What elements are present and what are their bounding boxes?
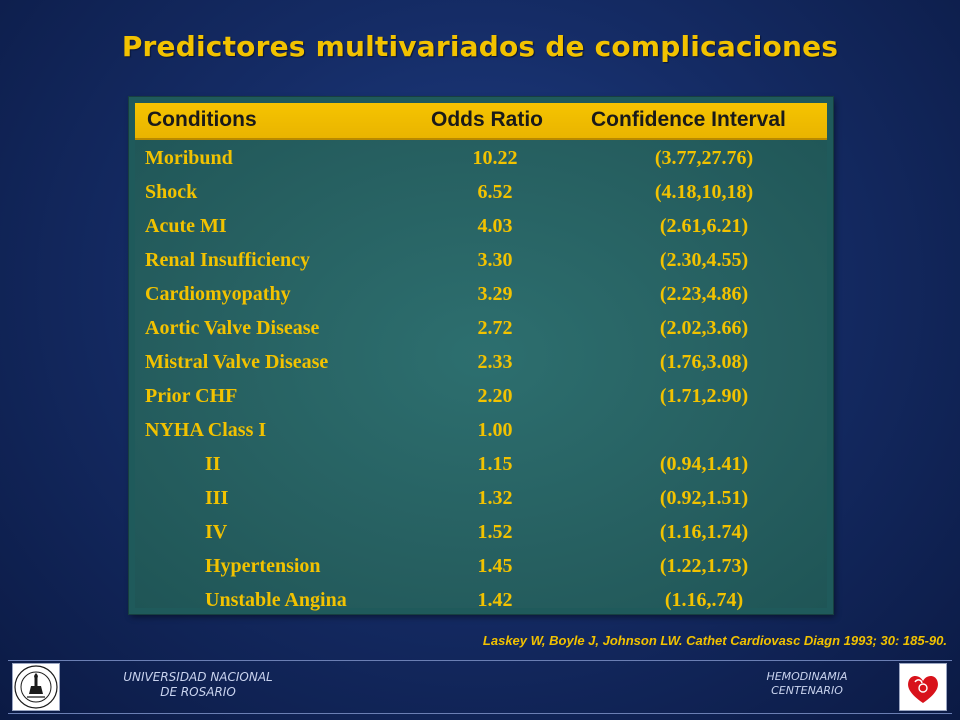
condition-cell: Hypertension <box>205 555 321 577</box>
table-row: NYHA Class I 1.00 <box>135 415 827 449</box>
table-row: Shock 6.52 (4.18,10,18) <box>135 177 827 211</box>
table-row: III 1.32 (0.92,1.51) <box>135 483 827 517</box>
odds-cell: 1.45 <box>477 555 513 577</box>
condition-cell: Prior CHF <box>145 385 238 407</box>
footer-bar: UNIVERSIDAD NACIONAL DE ROSARIO HEMODINA… <box>8 660 952 714</box>
header-conditions: Conditions <box>147 108 257 131</box>
condition-cell: IV <box>205 521 228 543</box>
condition-cell: Cardiomyopathy <box>145 283 291 305</box>
condition-cell: III <box>205 487 229 509</box>
ci-cell: (0.94,1.41) <box>659 453 749 475</box>
ci-cell: (1.16,1.74) <box>659 521 749 543</box>
ci-cell: (2.02,3.66) <box>659 317 749 339</box>
hemodinamia-name-line2: CENTENARIO <box>771 684 843 697</box>
condition-cell: Mistral Valve Disease <box>145 351 329 373</box>
table-row: Aortic Valve Disease 2.72 (2.02,3.66) <box>135 313 827 347</box>
table-row: Hypertension 1.45 (1.22,1.73) <box>135 551 827 585</box>
odds-cell: 6.52 <box>477 181 513 203</box>
odds-cell: 1.00 <box>477 419 513 441</box>
hemodinamia-name-line1: HEMODINAMIA <box>766 670 848 683</box>
odds-cell: 3.30 <box>477 249 513 271</box>
heart-logo-icon <box>899 663 947 711</box>
table-row: Prior CHF 2.20 (1.71,2.90) <box>135 381 827 415</box>
hemodinamia-name: HEMODINAMIA CENTENARIO <box>732 670 882 698</box>
condition-cell: Acute MI <box>145 215 227 237</box>
university-seal-icon <box>12 663 60 711</box>
odds-cell: 2.20 <box>477 385 513 407</box>
slide-title: Predictores multivariados de complicacio… <box>121 30 839 63</box>
odds-cell: 4.03 <box>477 215 513 237</box>
condition-cell: Shock <box>145 181 198 203</box>
condition-cell: Unstable Angina <box>205 589 347 611</box>
odds-ratio-table: Conditions Odds Ratio Confidence Interva… <box>129 97 833 614</box>
university-name-line2: DE ROSARIO <box>160 685 236 699</box>
ci-cell: (2.61,6.21) <box>659 215 749 237</box>
university-name: UNIVERSIDAD NACIONAL DE ROSARIO <box>108 670 288 700</box>
table-row: Acute MI 4.03 (2.61,6.21) <box>135 211 827 245</box>
condition-cell: II <box>205 453 221 475</box>
ci-cell: (3.77,27.76) <box>654 147 754 169</box>
table-header: Conditions Odds Ratio Confidence Interva… <box>135 103 827 140</box>
ci-cell: (2.30,4.55) <box>659 249 749 271</box>
condition-cell: NYHA Class I <box>145 419 267 441</box>
citation: Laskey W, Boyle J, Johnson LW. Cathet Ca… <box>482 633 947 648</box>
ci-cell: (0.92,1.51) <box>659 487 749 509</box>
odds-cell: 1.42 <box>477 589 513 611</box>
table-row: IV 1.52 (1.16,1.74) <box>135 517 827 551</box>
table-row: Unstable Angina 1.42 (1.16,.74) <box>135 585 827 619</box>
ci-cell: (4.18,10,18) <box>654 181 754 203</box>
ci-cell: (1.22,1.73) <box>659 555 749 577</box>
table-row: II 1.15 (0.94,1.41) <box>135 449 827 483</box>
odds-cell: 2.72 <box>477 317 513 339</box>
odds-cell: 1.52 <box>477 521 513 543</box>
table-body: Conditions Odds Ratio Confidence Interva… <box>135 103 827 611</box>
odds-cell: 1.32 <box>477 487 513 509</box>
table-row: Mistral Valve Disease 2.33 (1.76,3.08) <box>135 347 827 381</box>
odds-cell: 2.33 <box>477 351 513 373</box>
condition-cell: Moribund <box>145 147 233 169</box>
condition-cell: Renal Insufficiency <box>145 249 310 271</box>
header-odds-ratio: Odds Ratio <box>431 108 544 131</box>
odds-cell: 3.29 <box>477 283 513 305</box>
ci-cell: (1.16,.74) <box>664 589 744 611</box>
university-name-line1: UNIVERSIDAD NACIONAL <box>123 670 273 684</box>
condition-cell: Aortic Valve Disease <box>145 317 320 339</box>
table-row: Moribund 10.22 (3.77,27.76) <box>135 143 827 177</box>
table-row: Cardiomyopathy 3.29 (2.23,4.86) <box>135 279 827 313</box>
ci-cell: (2.23,4.86) <box>659 283 749 305</box>
table-row: Renal Insufficiency 3.30 (2.30,4.55) <box>135 245 827 279</box>
ci-cell: (1.71,2.90) <box>659 385 749 407</box>
odds-cell: 10.22 <box>472 147 518 169</box>
header-confidence-interval: Confidence Interval <box>591 108 786 131</box>
ci-cell: (1.76,3.08) <box>659 351 749 373</box>
odds-cell: 1.15 <box>477 453 513 475</box>
